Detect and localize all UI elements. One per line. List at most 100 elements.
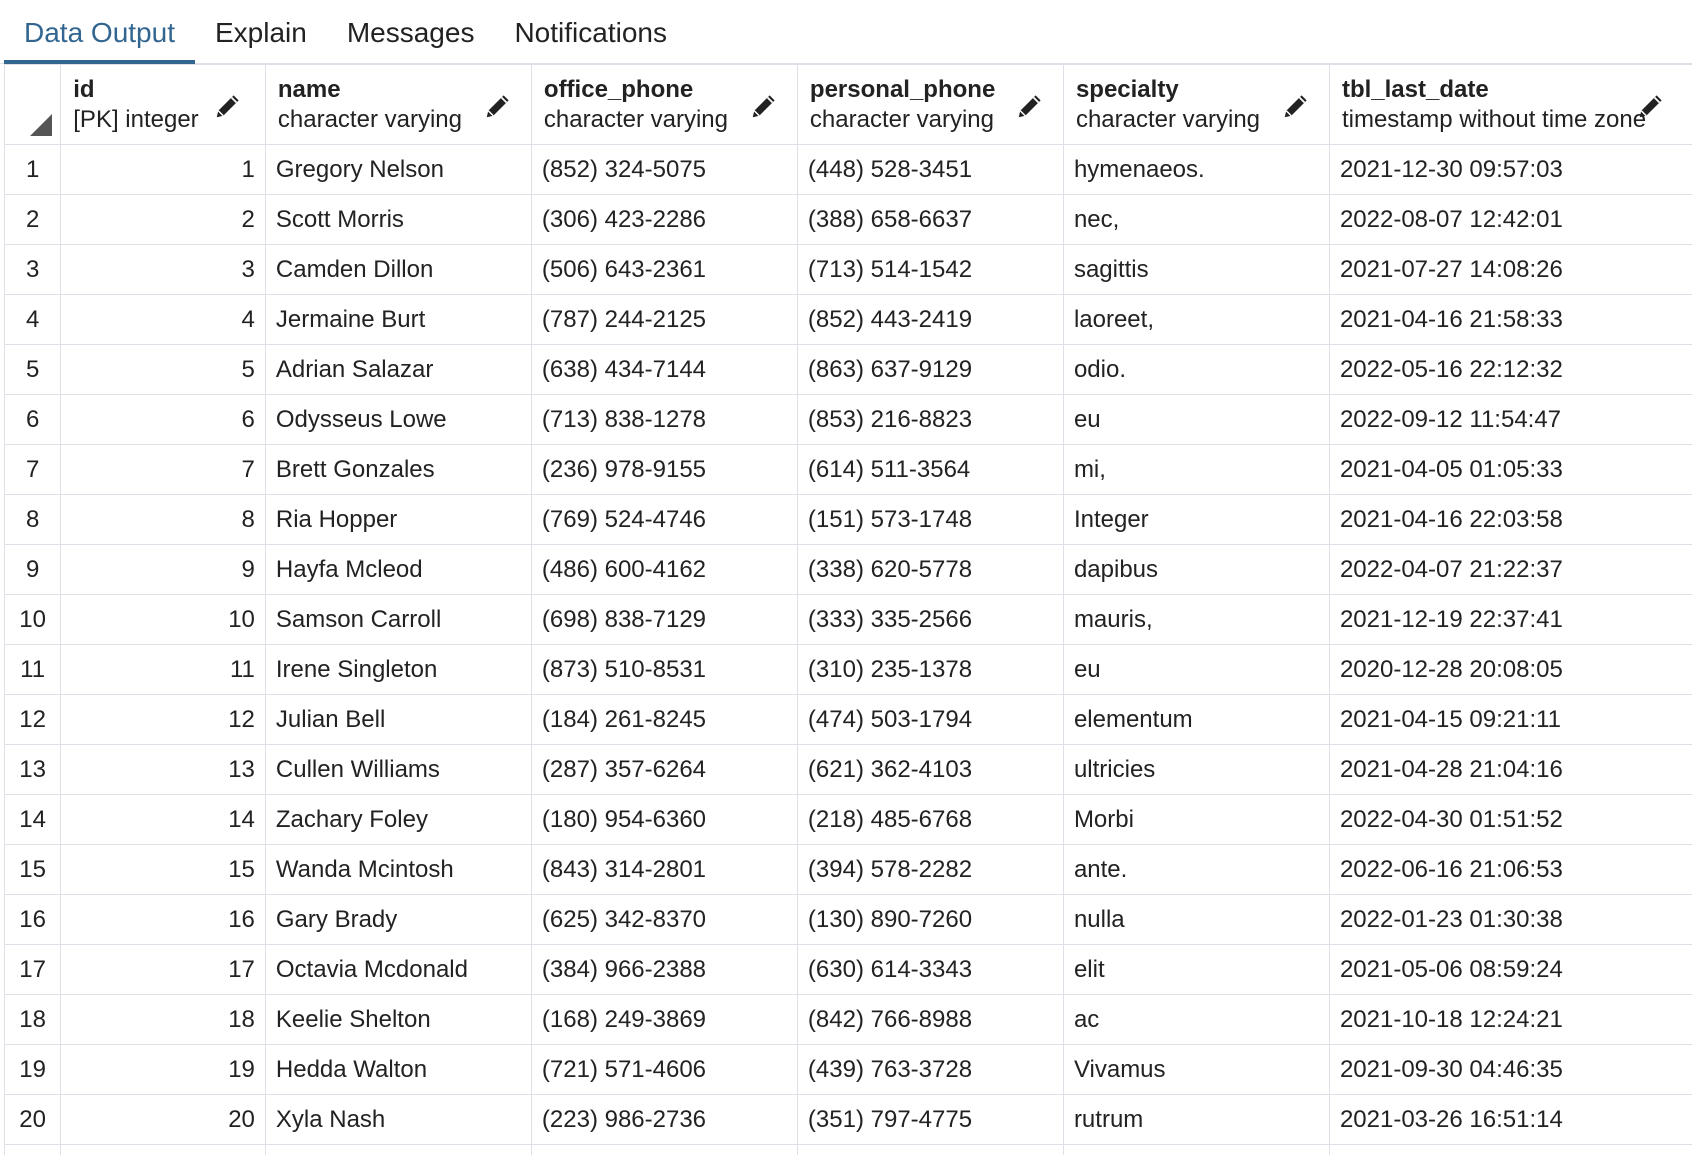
row-number-cell[interactable]: 17 [4,944,62,995]
cell-name[interactable]: Gary Brady [264,894,532,945]
cell-name[interactable]: Brett Gonzales [264,444,532,495]
cell-specialty[interactable]: mi, [1062,444,1330,495]
cell-name[interactable]: Octavia Mcdonald [264,944,532,995]
cell-tbl-last-date[interactable]: 2022-06-16 21:06:53 [1328,844,1692,895]
cell-name[interactable]: Hayfa Mcleod [264,544,532,595]
cell-id[interactable]: 18 [60,994,266,1045]
cell-personal-phone[interactable]: (439) 763-3728 [796,1044,1064,1095]
cell-id[interactable]: 4 [60,294,266,345]
cell-name[interactable]: Adrian Salazar [264,344,532,395]
cell-name[interactable]: Keelie Shelton [264,994,532,1045]
cell-id[interactable]: 10 [60,594,266,645]
cell-name[interactable]: Irene Singleton [264,644,532,695]
pencil-icon[interactable] [213,91,243,121]
cell-personal-phone[interactable]: (852) 443-2419 [796,294,1064,345]
cell-name[interactable]: Wanda Mcintosh [264,844,532,895]
row-number-cell[interactable]: 19 [4,1044,62,1095]
pencil-icon[interactable] [1636,91,1666,121]
cell-personal-phone[interactable]: (842) 766-8988 [796,994,1064,1045]
cell-id[interactable]: 17 [60,944,266,995]
cell-specialty[interactable]: Integer [1062,494,1330,545]
cell-tbl-last-date[interactable]: 2021-12-19 22:37:41 [1328,594,1692,645]
cell-specialty[interactable]: ac [1062,994,1330,1045]
pencil-icon[interactable] [749,91,779,121]
cell-name[interactable]: Jermaine Burt [264,294,532,345]
cell-specialty[interactable]: eu [1062,644,1330,695]
cell-id[interactable]: 15 [60,844,266,895]
row-number-cell[interactable]: 13 [4,744,62,795]
cell-tbl-last-date[interactable]: 2021-12-30 09:57:03 [1328,144,1692,195]
cell-office-phone[interactable]: (769) 524-4746 [530,494,798,545]
row-number-cell[interactable]: 11 [4,644,62,695]
cell-office-phone[interactable]: (168) 249-3869 [530,994,798,1045]
cell-office-phone[interactable]: (713) 838-1278 [530,394,798,445]
cell-id[interactable]: 7 [60,444,266,495]
cell-specialty[interactable]: sagittis [1062,244,1330,295]
row-number-cell[interactable]: 5 [4,344,62,395]
cell-personal-phone[interactable]: (218) 485-6768 [796,794,1064,845]
cell-specialty[interactable]: ultricies [1062,744,1330,795]
cell-personal-phone[interactable]: (630) 614-3343 [796,944,1064,995]
cell-name[interactable]: Ria Hopper [264,494,532,545]
cell-tbl-last-date[interactable]: 2022-09-12 11:54:47 [1328,394,1692,445]
cell-office-phone[interactable]: (852) 324-5075 [530,144,798,195]
cell-specialty[interactable]: elementum [1062,694,1330,745]
cell-specialty[interactable]: hymenaeos. [1062,144,1330,195]
cell-tbl-last-date[interactable]: 2022-04-30 01:51:52 [1328,794,1692,845]
row-number-cell[interactable]: 6 [4,394,62,445]
cell-id[interactable]: 1 [60,144,266,195]
cell-id[interactable]: 5 [60,344,266,395]
cell-personal-phone[interactable]: (151) 573-1748 [796,494,1064,545]
cell-office-phone[interactable]: (236) 978-9155 [530,444,798,495]
row-number-cell[interactable]: 16 [4,894,62,945]
cell-specialty[interactable]: eu [1062,394,1330,445]
pencil-icon[interactable] [1015,91,1045,121]
cell-name[interactable]: Zachary Foley [264,794,532,845]
cell-tbl-last-date[interactable]: 2021-04-05 01:05:33 [1328,444,1692,495]
cell-tbl-last-date[interactable]: 2021-04-15 09:21:11 [1328,694,1692,745]
cell-specialty[interactable]: elit [1062,944,1330,995]
cell-specialty[interactable]: nec, [1062,194,1330,245]
cell-specialty[interactable]: mauris, [1062,594,1330,645]
cell-name[interactable]: Xyla Nash [264,1094,532,1145]
cell-id[interactable]: 14 [60,794,266,845]
cell-tbl-last-date[interactable]: 2021-04-16 22:03:58 [1328,494,1692,545]
cell-tbl-last-date[interactable]: 2022-05-16 22:12:32 [1328,344,1692,395]
row-number-cell[interactable]: 12 [4,694,62,745]
cell-office-phone[interactable]: (506) 643-2361 [530,244,798,295]
cell-id[interactable]: 13 [60,744,266,795]
cell-name[interactable]: Cullen Williams [264,744,532,795]
cell-personal-phone[interactable]: (388) 658-6637 [796,194,1064,245]
cell-id[interactable]: 6 [60,394,266,445]
cell-name[interactable]: Samson Carroll [264,594,532,645]
cell-office-phone[interactable]: (287) 357-6264 [530,744,798,795]
column-header-tbl-last-date[interactable]: tbl_last_date timestamp without time zon… [1328,64,1692,145]
cell-office-phone[interactable]: (223) 986-2736 [530,1094,798,1145]
cell-personal-phone[interactable]: (310) 235-1378 [796,644,1064,695]
cell-specialty[interactable]: rutrum [1062,1094,1330,1145]
cell-tbl-last-date[interactable]: 2022-01-23 01:30:38 [1328,894,1692,945]
cell-specialty[interactable]: dapibus [1062,544,1330,595]
cell-tbl-last-date[interactable]: 2022-04-07 21:22:37 [1328,544,1692,595]
cell-personal-phone[interactable]: (474) 503-1794 [796,694,1064,745]
cell-office-phone[interactable]: (184) 261-8245 [530,694,798,745]
row-number-cell[interactable]: 7 [4,444,62,495]
cell-specialty[interactable]: laoreet, [1062,294,1330,345]
cell-personal-phone[interactable]: (338) 620-5778 [796,544,1064,595]
cell-office-phone[interactable]: (180) 954-6360 [530,794,798,845]
column-header-personal-phone[interactable]: personal_phone character varying [796,64,1064,145]
cell-personal-phone[interactable]: (621) 362-4103 [796,744,1064,795]
cell-name[interactable]: Camden Dillon [264,244,532,295]
cell-tbl-last-date[interactable]: 2021-04-16 21:58:33 [1328,294,1692,345]
cell-personal-phone[interactable]: (130) 890-7260 [796,894,1064,945]
select-all-corner[interactable] [4,64,62,145]
cell-personal-phone[interactable]: (333) 335-2566 [796,594,1064,645]
row-number-cell[interactable]: 9 [4,544,62,595]
tab-data-output[interactable]: Data Output [4,0,195,64]
cell-office-phone[interactable]: (787) 244-2125 [530,294,798,345]
column-header-name[interactable]: name character varying [264,64,532,145]
row-number-cell[interactable]: 3 [4,244,62,295]
cell-office-phone[interactable]: (843) 314-2801 [530,844,798,895]
cell-tbl-last-date[interactable]: 2021-05-06 08:59:24 [1328,944,1692,995]
cell-tbl-last-date[interactable]: 2021-04-28 21:04:16 [1328,744,1692,795]
